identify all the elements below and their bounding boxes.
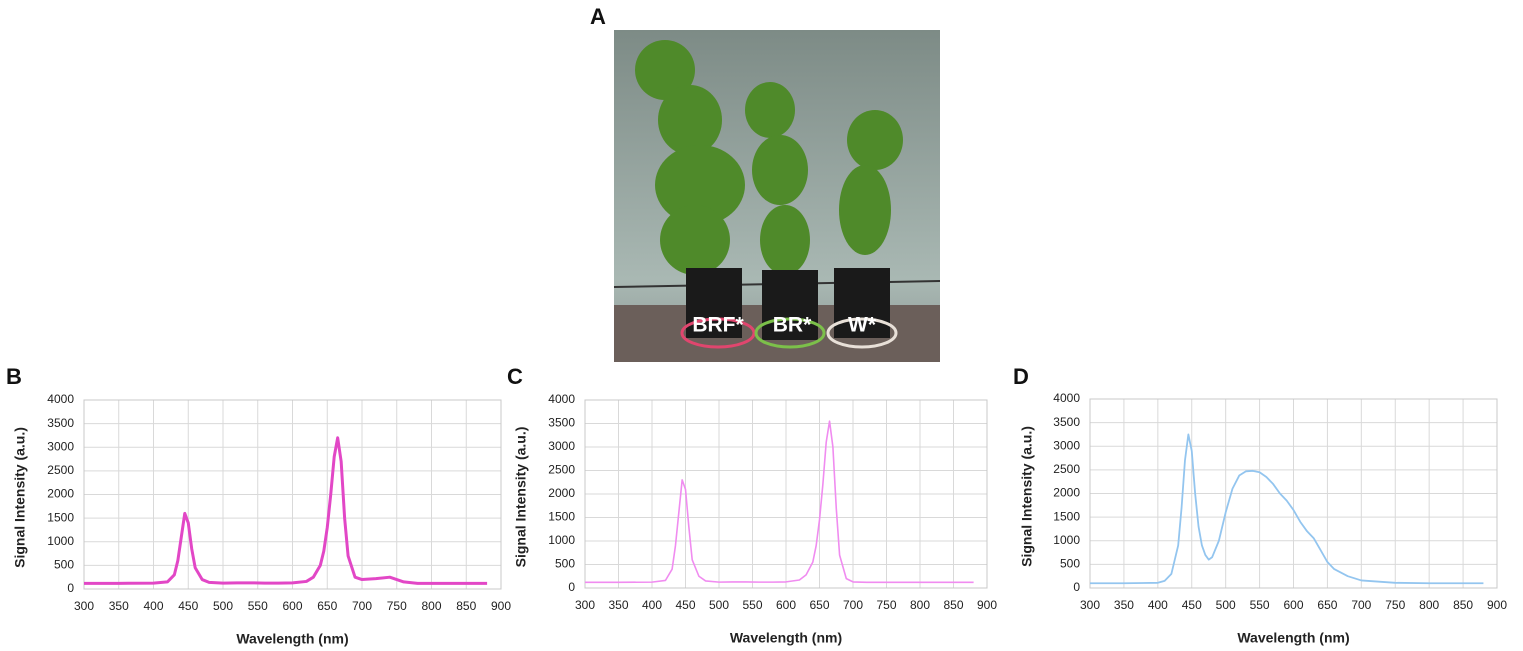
x-tick-label: 500 (709, 598, 729, 612)
x-tick-label: 400 (143, 599, 163, 613)
spectrum-line (585, 420, 974, 584)
x-tick-label: 600 (1283, 598, 1303, 612)
y-axis-label: Signal Intensity (a.u.) (12, 427, 28, 568)
y-tick-label: 500 (555, 557, 575, 571)
y-tick-label: 3500 (47, 416, 74, 430)
x-tick-label: 700 (352, 599, 372, 613)
x-tick-label: 650 (809, 598, 829, 612)
x-tick-label: 850 (456, 599, 476, 613)
x-tick-label: 800 (910, 598, 930, 612)
x-tick-label: 600 (776, 598, 796, 612)
photo-tag: BR* (773, 314, 812, 337)
y-tick-label: 4000 (548, 392, 575, 406)
plot-frame (584, 399, 988, 589)
y-tick-label: 0 (67, 581, 74, 595)
x-tick-label: 350 (608, 598, 628, 612)
y-tick-label: 1500 (548, 510, 575, 524)
y-tick-label: 3000 (1053, 438, 1080, 452)
panel-label: B (6, 364, 22, 389)
x-tick-label: 400 (1148, 598, 1168, 612)
x-tick-label: 300 (74, 599, 94, 613)
y-tick-label: 2000 (47, 487, 74, 501)
x-tick-label: 600 (282, 599, 302, 613)
panel-label: A (590, 4, 606, 29)
x-tick-label: 550 (248, 599, 268, 613)
x-tick-label: 500 (1216, 598, 1236, 612)
y-tick-label: 1000 (548, 533, 575, 547)
x-tick-label: 550 (1250, 598, 1270, 612)
y-tick-label: 1500 (47, 510, 74, 524)
photo: BRF* BR* W* (613, 30, 941, 362)
photo-tag: BRF* (692, 314, 744, 337)
y-tick-label: 3000 (47, 439, 74, 453)
x-tick-label: 850 (1453, 598, 1473, 612)
y-tick-label: 500 (54, 558, 74, 572)
x-tick-label: 650 (317, 599, 337, 613)
x-tick-label: 400 (642, 598, 662, 612)
y-tick-label: 3000 (548, 439, 575, 453)
x-tick-label: 300 (575, 598, 595, 612)
x-tick-label: 450 (1182, 598, 1202, 612)
y-tick-label: 4000 (47, 392, 74, 406)
y-tick-label: 1500 (1053, 509, 1080, 523)
x-axis-label: Wavelength (nm) (730, 630, 842, 646)
y-tick-label: 2500 (548, 463, 575, 477)
x-tick-label: 800 (421, 599, 441, 613)
plot-frame (1089, 398, 1498, 589)
y-tick-label: 2000 (1053, 486, 1080, 500)
spectrum-line (1090, 433, 1484, 585)
x-tick-label: 900 (1487, 598, 1507, 612)
x-tick-label: 700 (1351, 598, 1371, 612)
y-tick-label: 1000 (47, 534, 74, 548)
y-axis-label: Signal Intensity (a.u.) (513, 427, 529, 568)
x-axis-label: Wavelength (nm) (1237, 630, 1349, 646)
panel-label: D (1013, 364, 1029, 389)
x-tick-label: 500 (213, 599, 233, 613)
photo-tag: W* (848, 314, 877, 337)
x-tick-label: 350 (1114, 598, 1134, 612)
y-tick-label: 500 (1060, 557, 1080, 571)
x-tick-label: 750 (387, 599, 407, 613)
y-tick-label: 2000 (548, 486, 575, 500)
x-tick-label: 800 (1419, 598, 1439, 612)
x-tick-label: 650 (1317, 598, 1337, 612)
y-tick-label: 4000 (1053, 391, 1080, 405)
x-tick-label: 850 (943, 598, 963, 612)
y-tick-label: 0 (1073, 580, 1080, 594)
y-axis-label: Signal Intensity (a.u.) (1019, 426, 1035, 567)
y-tick-label: 2500 (47, 463, 74, 477)
plot-frame (83, 399, 502, 590)
y-tick-label: 3500 (548, 416, 575, 430)
y-tick-label: 1000 (1053, 533, 1080, 547)
x-tick-label: 700 (843, 598, 863, 612)
x-axis-label: Wavelength (nm) (236, 631, 348, 647)
x-tick-label: 900 (977, 598, 997, 612)
y-tick-label: 2500 (1053, 462, 1080, 476)
x-tick-label: 750 (1385, 598, 1405, 612)
x-tick-label: 350 (109, 599, 129, 613)
panel-label: C (507, 364, 523, 389)
x-tick-label: 450 (675, 598, 695, 612)
y-tick-label: 0 (568, 580, 575, 594)
spectrum-line (84, 436, 488, 585)
y-tick-label: 3500 (1053, 415, 1080, 429)
x-tick-label: 550 (742, 598, 762, 612)
x-tick-label: 300 (1080, 598, 1100, 612)
x-tick-label: 450 (178, 599, 198, 613)
x-tick-label: 900 (491, 599, 511, 613)
x-tick-label: 750 (876, 598, 896, 612)
